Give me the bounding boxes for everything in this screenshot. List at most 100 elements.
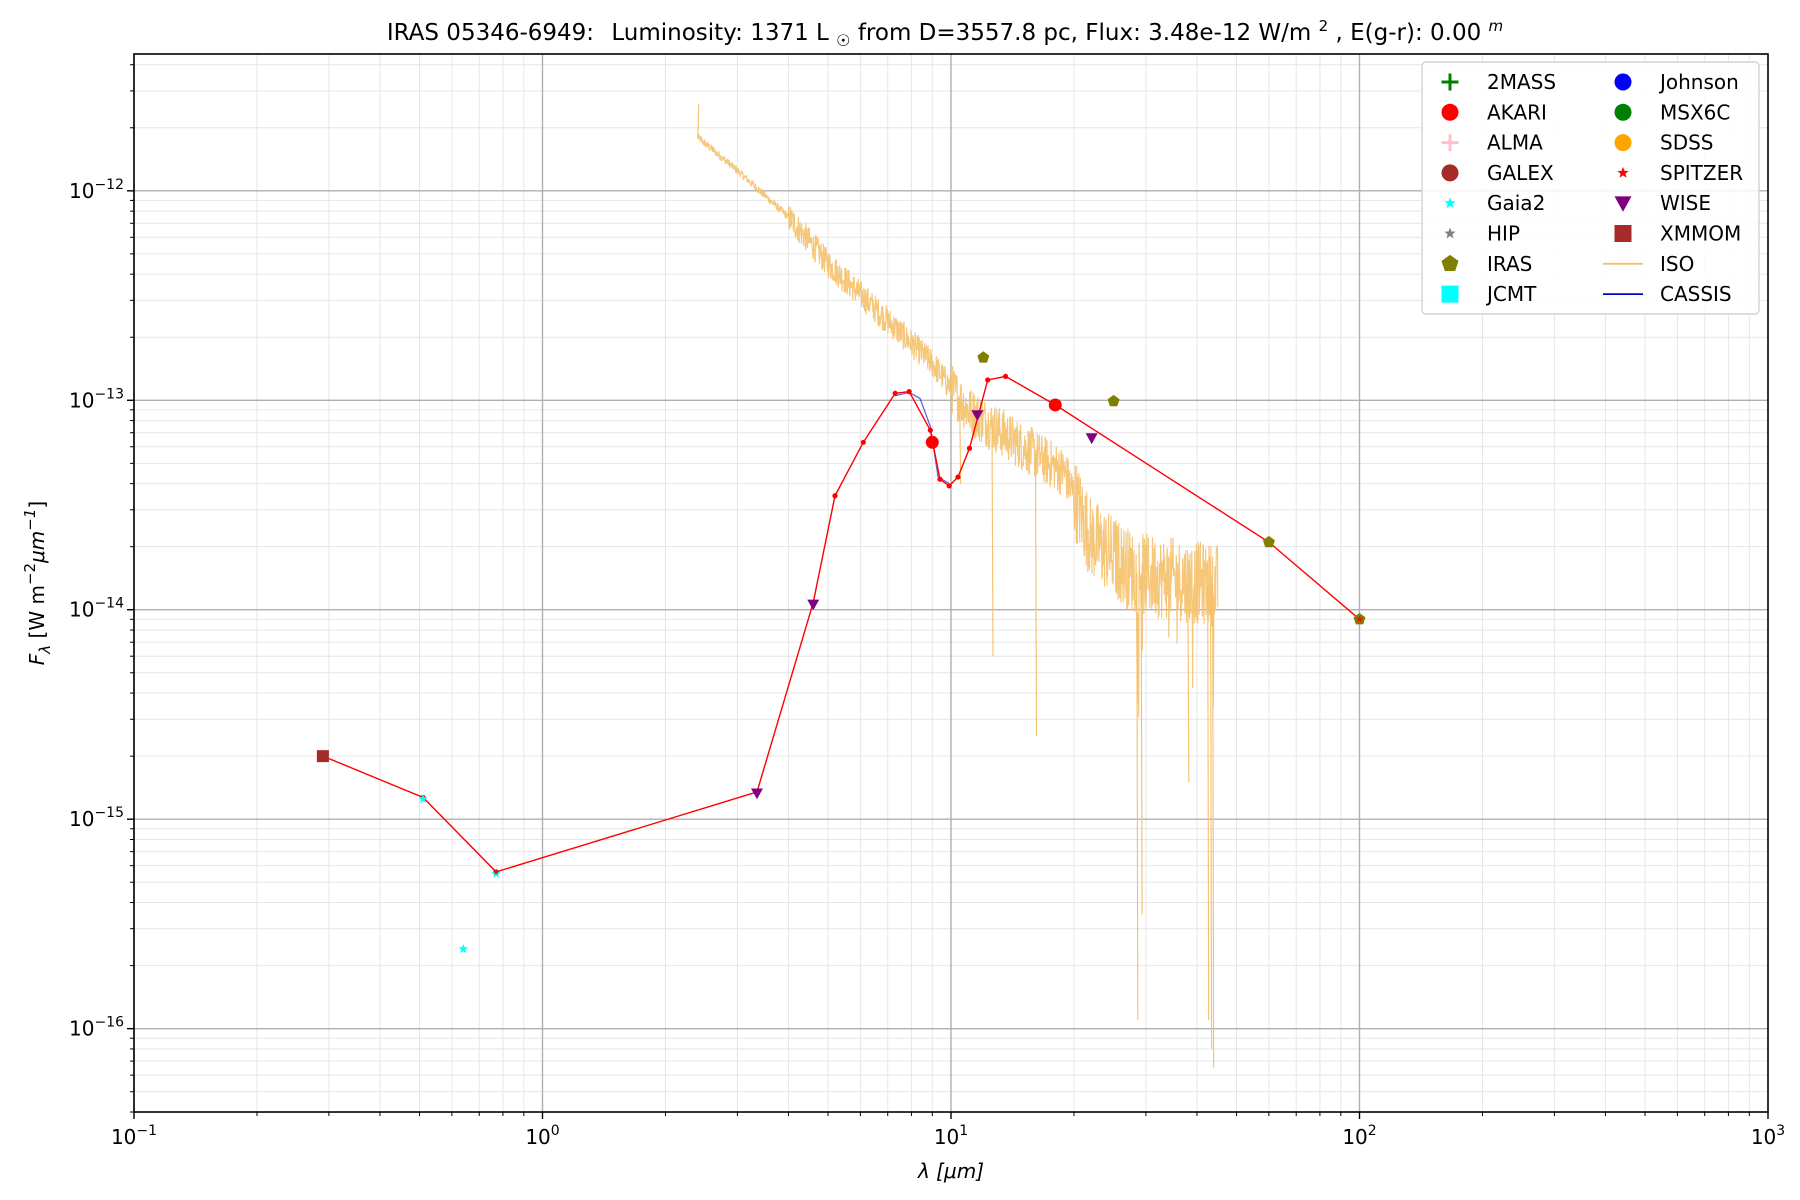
- sed-model-point: [860, 439, 866, 445]
- x-tick-label: 103: [1751, 1123, 1785, 1149]
- spitzer-data-point: [1356, 615, 1363, 623]
- y-tick-label: 10−13: [69, 386, 124, 412]
- legend-entry-iras: IRAS: [1441, 252, 1532, 276]
- y-axis-unit-a: [W m: [25, 585, 49, 645]
- legend: 2MASS AKARI ALMA GALEX Gaia2 HIP IRAS JCMT Johns…: [1421, 61, 1760, 315]
- legend-entry-sdss: SDSS: [1614, 131, 1714, 155]
- series-iras: [977, 351, 1366, 625]
- legend-marker-galex: [1441, 164, 1459, 182]
- legend-marker-hip: [1444, 227, 1456, 239]
- y-axis-exp-b: −1: [21, 509, 39, 531]
- x-tick-label: 10−1: [111, 1123, 157, 1149]
- iso-spectrum-line: [697, 134, 1219, 718]
- sed-model-point: [955, 474, 961, 480]
- legend-marker-wise: [1614, 196, 1632, 212]
- legend-marker-iras: [1441, 254, 1459, 271]
- cassis-line: [895, 391, 950, 485]
- iso-spectrum-dip: [1034, 454, 1038, 736]
- legend-label: Gaia2: [1487, 191, 1545, 215]
- iso-spectrum-dip: [1210, 584, 1213, 1049]
- chart-title: IRAS 05346-6949: Luminosity: 1371 L ☉ fr…: [387, 11, 1503, 52]
- legend-marker-akari: [1441, 103, 1459, 121]
- sed-model-point: [937, 476, 943, 482]
- series-wise: [750, 410, 1098, 800]
- legend-label: 2MASS: [1487, 70, 1556, 94]
- legend-marker-jcmt: [1441, 285, 1459, 303]
- legend-marker-spitzer: [1617, 166, 1629, 178]
- legend-label: SDSS: [1660, 131, 1714, 155]
- legend-label: AKARI: [1487, 100, 1547, 124]
- iso-spectrum-dip: [1136, 573, 1139, 1020]
- legend-entry-xmmom: XMMOM: [1614, 222, 1741, 246]
- akari-data-point: [925, 435, 939, 449]
- legend-entry-galex: GALEX: [1441, 161, 1554, 185]
- y-tick-label: 10−14: [69, 596, 124, 622]
- iso-spectrum-dip: [1207, 584, 1210, 1020]
- gaia2-data-point: [458, 944, 469, 954]
- sed-model-line: [322, 375, 1360, 873]
- legend-entry-gaia2: Gaia2: [1444, 191, 1545, 215]
- series-xmmom: [316, 750, 329, 763]
- legend-label: ISO: [1660, 252, 1694, 276]
- legend-label: CASSIS: [1660, 282, 1732, 306]
- x-tick-label: 100: [525, 1123, 559, 1149]
- title-flux-exponent: 2: [1319, 17, 1329, 35]
- series-akari: [925, 398, 1062, 449]
- sed-model-point: [946, 483, 952, 489]
- legend-label: WISE: [1660, 191, 1711, 215]
- legend-label: JCMT: [1485, 282, 1537, 306]
- grid-minor: [134, 54, 1768, 1113]
- sed-model-point: [892, 390, 898, 396]
- legend-frame: [1421, 61, 1760, 315]
- wise-data-point: [807, 599, 820, 611]
- y-tick-label: 10−15: [69, 805, 124, 831]
- legend-marker-xmmom: [1614, 225, 1632, 242]
- y-tick-label: 10−12: [69, 177, 124, 203]
- legend-entry-jcmt: JCMT: [1441, 282, 1537, 306]
- legend-label: ALMA: [1487, 131, 1543, 155]
- iso-spectrum-dip: [1187, 581, 1190, 783]
- axis-ticks: [127, 64, 1769, 1119]
- legend-entry-spitzer: SPITZER: [1617, 161, 1743, 185]
- x-axis-label: λ [μm]: [917, 1159, 984, 1183]
- iso-spectrum-dip: [1140, 574, 1143, 915]
- legend-label: XMMOM: [1660, 222, 1741, 246]
- legend-entry-akari: AKARI: [1441, 100, 1547, 124]
- sed-model-point: [985, 377, 991, 383]
- iso-spectrum-dip: [991, 426, 994, 657]
- legend-entry-iso: ISO: [1603, 252, 1694, 276]
- legend-marker-johnson: [1614, 73, 1632, 91]
- legend-label: HIP: [1487, 222, 1520, 246]
- iras-data-point: [1107, 394, 1120, 407]
- y-axis-symbol: F: [25, 653, 49, 665]
- sed-model-point: [832, 493, 838, 499]
- y-axis-unit-b: μm: [25, 531, 49, 564]
- legend-marker-2mass: [1441, 73, 1459, 91]
- legend-entry-johnson: Johnson: [1614, 70, 1739, 94]
- legend-label: MSX6C: [1660, 100, 1730, 124]
- legend-marker-alma: [1441, 134, 1459, 152]
- legend-entry-cassis: CASSIS: [1603, 282, 1732, 306]
- legend-entry-2mass: 2MASS: [1441, 70, 1556, 94]
- x-tick-label: 102: [1342, 1123, 1376, 1149]
- iras-data-point: [977, 351, 990, 363]
- y-axis-exp-a: −2: [21, 563, 39, 585]
- akari-data-point: [1048, 398, 1062, 412]
- legend-entry-wise: WISE: [1614, 191, 1711, 215]
- iso-spectrum-dip: [1212, 585, 1215, 1068]
- legend-marker-gaia2: [1444, 197, 1456, 209]
- sed-model-point: [1002, 373, 1009, 380]
- wise-data-point: [750, 788, 763, 800]
- series-gaia2: [418, 793, 501, 954]
- iras-data-point: [1262, 535, 1275, 548]
- title-extinction: , E(g-r): 0.00: [1335, 20, 1481, 46]
- legend-label: IRAS: [1487, 252, 1532, 276]
- wise-data-point: [971, 410, 984, 422]
- legend-label: SPITZER: [1660, 161, 1743, 185]
- title-object: IRAS 05346-6949:: [387, 20, 594, 46]
- spitzer-data-point: [492, 868, 500, 875]
- sed-model-point: [906, 389, 912, 395]
- y-axis-unit-c: ]: [25, 501, 49, 509]
- y-axis-subscript: λ: [36, 645, 54, 655]
